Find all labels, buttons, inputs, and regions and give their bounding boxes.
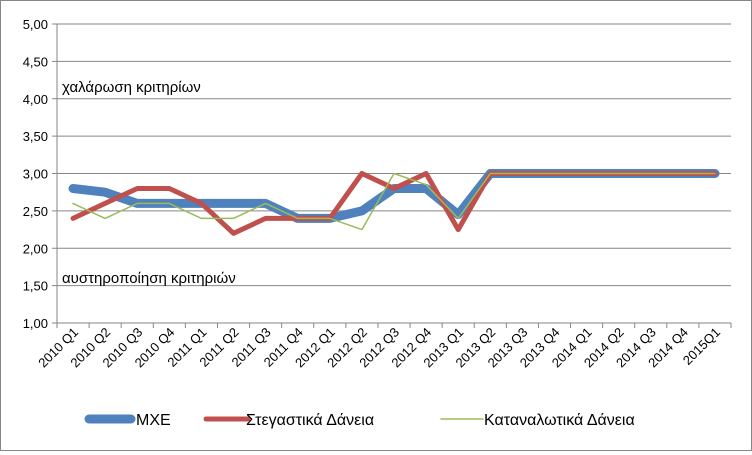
- series-layer: [68, 169, 720, 236]
- series-line-3: [72, 172, 716, 231]
- y-tick-label: 3,50: [23, 129, 48, 144]
- annotation-lower: αυστηροποίηση κριτηριών: [62, 270, 236, 287]
- legend-label-2: Στεγαστικά Δάνεια: [246, 412, 374, 429]
- y-tick-label: 4,50: [23, 54, 48, 69]
- y-tick-label: 2,50: [23, 204, 48, 219]
- series-line-1: [68, 169, 720, 223]
- y-tick-label: 4,00: [23, 92, 48, 107]
- legend-label-1: ΜΧΕ: [136, 412, 171, 429]
- y-tick-label: 1,00: [23, 316, 48, 331]
- y-tick-label: 3,00: [23, 167, 48, 182]
- annotation-upper: χαλάρωση κριτηρίων: [62, 79, 201, 96]
- y-tick-label: 2,00: [23, 241, 48, 256]
- legend: ΜΧΕ Στεγαστικά Δάνεια Καταναλωτικά Δάνεια: [84, 412, 635, 429]
- legend-label-3: Καταναλωτικά Δάνεια: [484, 412, 635, 429]
- y-tick-label: 1,50: [23, 279, 48, 294]
- y-tick-label: 5,00: [23, 17, 48, 32]
